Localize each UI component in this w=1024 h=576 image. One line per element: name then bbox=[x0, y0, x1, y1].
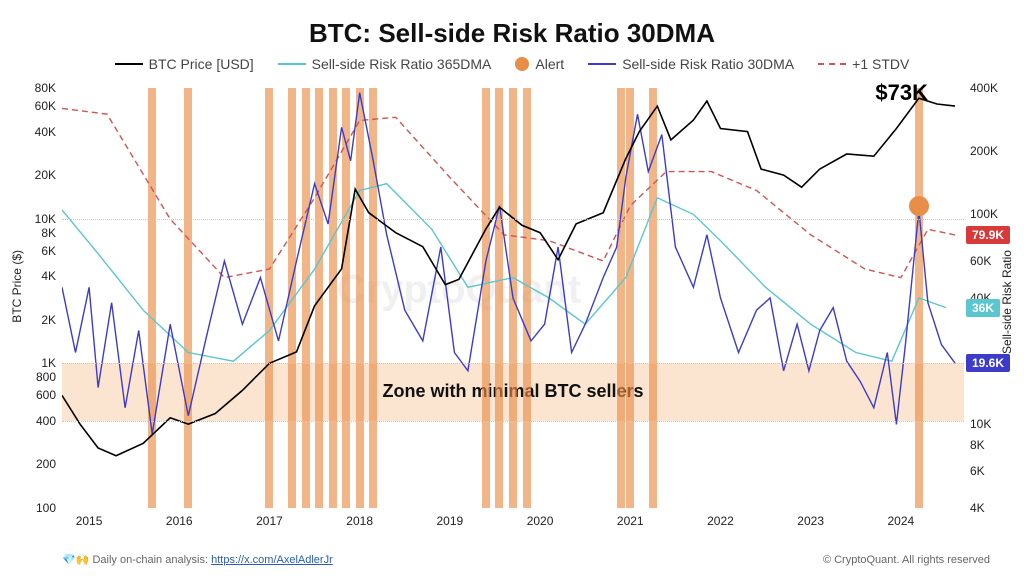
footer-text: Daily on-chain analysis: bbox=[92, 554, 208, 566]
plot-area: Zone with minimal BTC sellers CryptoQuan… bbox=[62, 88, 964, 508]
y-left-tick-label: 1K bbox=[26, 356, 56, 370]
x-tick-label: 2024 bbox=[888, 514, 915, 528]
legend-swatch bbox=[115, 63, 143, 65]
legend-swatch bbox=[278, 63, 306, 65]
footer-emoji: 💎🙌 bbox=[62, 554, 89, 566]
y-left-tick-label: 8K bbox=[26, 226, 56, 240]
legend-label: Alert bbox=[535, 56, 564, 72]
y-left-tick-label: 40K bbox=[26, 125, 56, 139]
y-left-tick-label: 60K bbox=[26, 99, 56, 113]
legend-swatch bbox=[515, 57, 529, 71]
x-tick-label: 2017 bbox=[256, 514, 283, 528]
x-tick-label: 2021 bbox=[617, 514, 644, 528]
y-left-tick-label: 80K bbox=[26, 81, 56, 95]
legend-item: Sell-side Risk Ratio 30DMA bbox=[588, 56, 794, 72]
legend-item: Sell-side Risk Ratio 365DMA bbox=[278, 56, 492, 72]
y-right-tick-label: 400K bbox=[970, 81, 998, 95]
y-right-tick-label: 60K bbox=[970, 254, 991, 268]
x-tick-label: 2022 bbox=[707, 514, 734, 528]
legend: BTC Price [USD] Sell-side Risk Ratio 365D… bbox=[0, 56, 1024, 72]
y-left-tick-label: 2K bbox=[26, 313, 56, 327]
legend-swatch bbox=[818, 63, 846, 65]
x-tick-label: 2023 bbox=[797, 514, 824, 528]
series-stdv bbox=[62, 108, 955, 277]
x-tick-label: 2016 bbox=[166, 514, 193, 528]
value-badge: 79.9K bbox=[966, 226, 1010, 244]
x-tick-label: 2020 bbox=[527, 514, 554, 528]
y-left-tick-label: 400 bbox=[26, 414, 56, 428]
footer-right: © CryptoQuant. All rights reserved bbox=[823, 554, 990, 566]
value-badge: 36K bbox=[966, 299, 1000, 317]
y-right-tick-label: 10K bbox=[970, 417, 991, 431]
y-left-tick-label: 600 bbox=[26, 388, 56, 402]
footer-left: 💎🙌 Daily on-chain analysis: https://x.co… bbox=[62, 553, 333, 566]
footer-link[interactable]: https://x.com/AxelAdlerJr bbox=[211, 554, 333, 566]
x-tick-label: 2015 bbox=[76, 514, 103, 528]
y-left-tick-label: 800 bbox=[26, 370, 56, 384]
chart-title: BTC: Sell-side Risk Ratio 30DMA bbox=[0, 18, 1024, 49]
y-right-tick-label: 6K bbox=[970, 464, 985, 478]
y-right-tick-label: 200K bbox=[970, 144, 998, 158]
legend-item: +1 STDV bbox=[818, 56, 909, 72]
alert-marker bbox=[909, 196, 929, 216]
legend-label: Sell-side Risk Ratio 30DMA bbox=[622, 56, 794, 72]
y-left-tick-label: 10K bbox=[26, 212, 56, 226]
legend-swatch bbox=[588, 63, 616, 65]
legend-label: +1 STDV bbox=[852, 56, 909, 72]
legend-item: BTC Price [USD] bbox=[115, 56, 254, 72]
y-right-tick-label: 100K bbox=[970, 207, 998, 221]
x-tick-label: 2019 bbox=[437, 514, 464, 528]
legend-item: Alert bbox=[515, 56, 564, 72]
legend-label: Sell-side Risk Ratio 365DMA bbox=[312, 56, 492, 72]
series-btc-price bbox=[62, 98, 955, 456]
x-tick-label: 2018 bbox=[346, 514, 373, 528]
legend-label: BTC Price [USD] bbox=[149, 56, 254, 72]
value-badge: 19.6K bbox=[966, 354, 1010, 372]
y-axis-right-label: Sell-side Risk Ratio bbox=[1000, 250, 1014, 354]
y-left-tick-label: 4K bbox=[26, 269, 56, 283]
y-left-tick-label: 100 bbox=[26, 501, 56, 515]
y-left-tick-label: 200 bbox=[26, 457, 56, 471]
y-left-tick-label: 6K bbox=[26, 244, 56, 258]
gridline bbox=[62, 219, 964, 220]
gridline bbox=[62, 363, 964, 364]
gridline bbox=[62, 421, 964, 422]
y-right-tick-label: 4K bbox=[970, 501, 985, 515]
chart-container: BTC: Sell-side Risk Ratio 30DMA BTC Pric… bbox=[0, 0, 1024, 576]
y-right-tick-label: 8K bbox=[970, 438, 985, 452]
price-callout: $73K bbox=[875, 80, 928, 106]
series-ssr-30 bbox=[62, 93, 955, 434]
plot-svg bbox=[62, 88, 964, 508]
y-axis-left-label: BTC Price ($) bbox=[10, 250, 24, 323]
y-left-tick-label: 20K bbox=[26, 168, 56, 182]
